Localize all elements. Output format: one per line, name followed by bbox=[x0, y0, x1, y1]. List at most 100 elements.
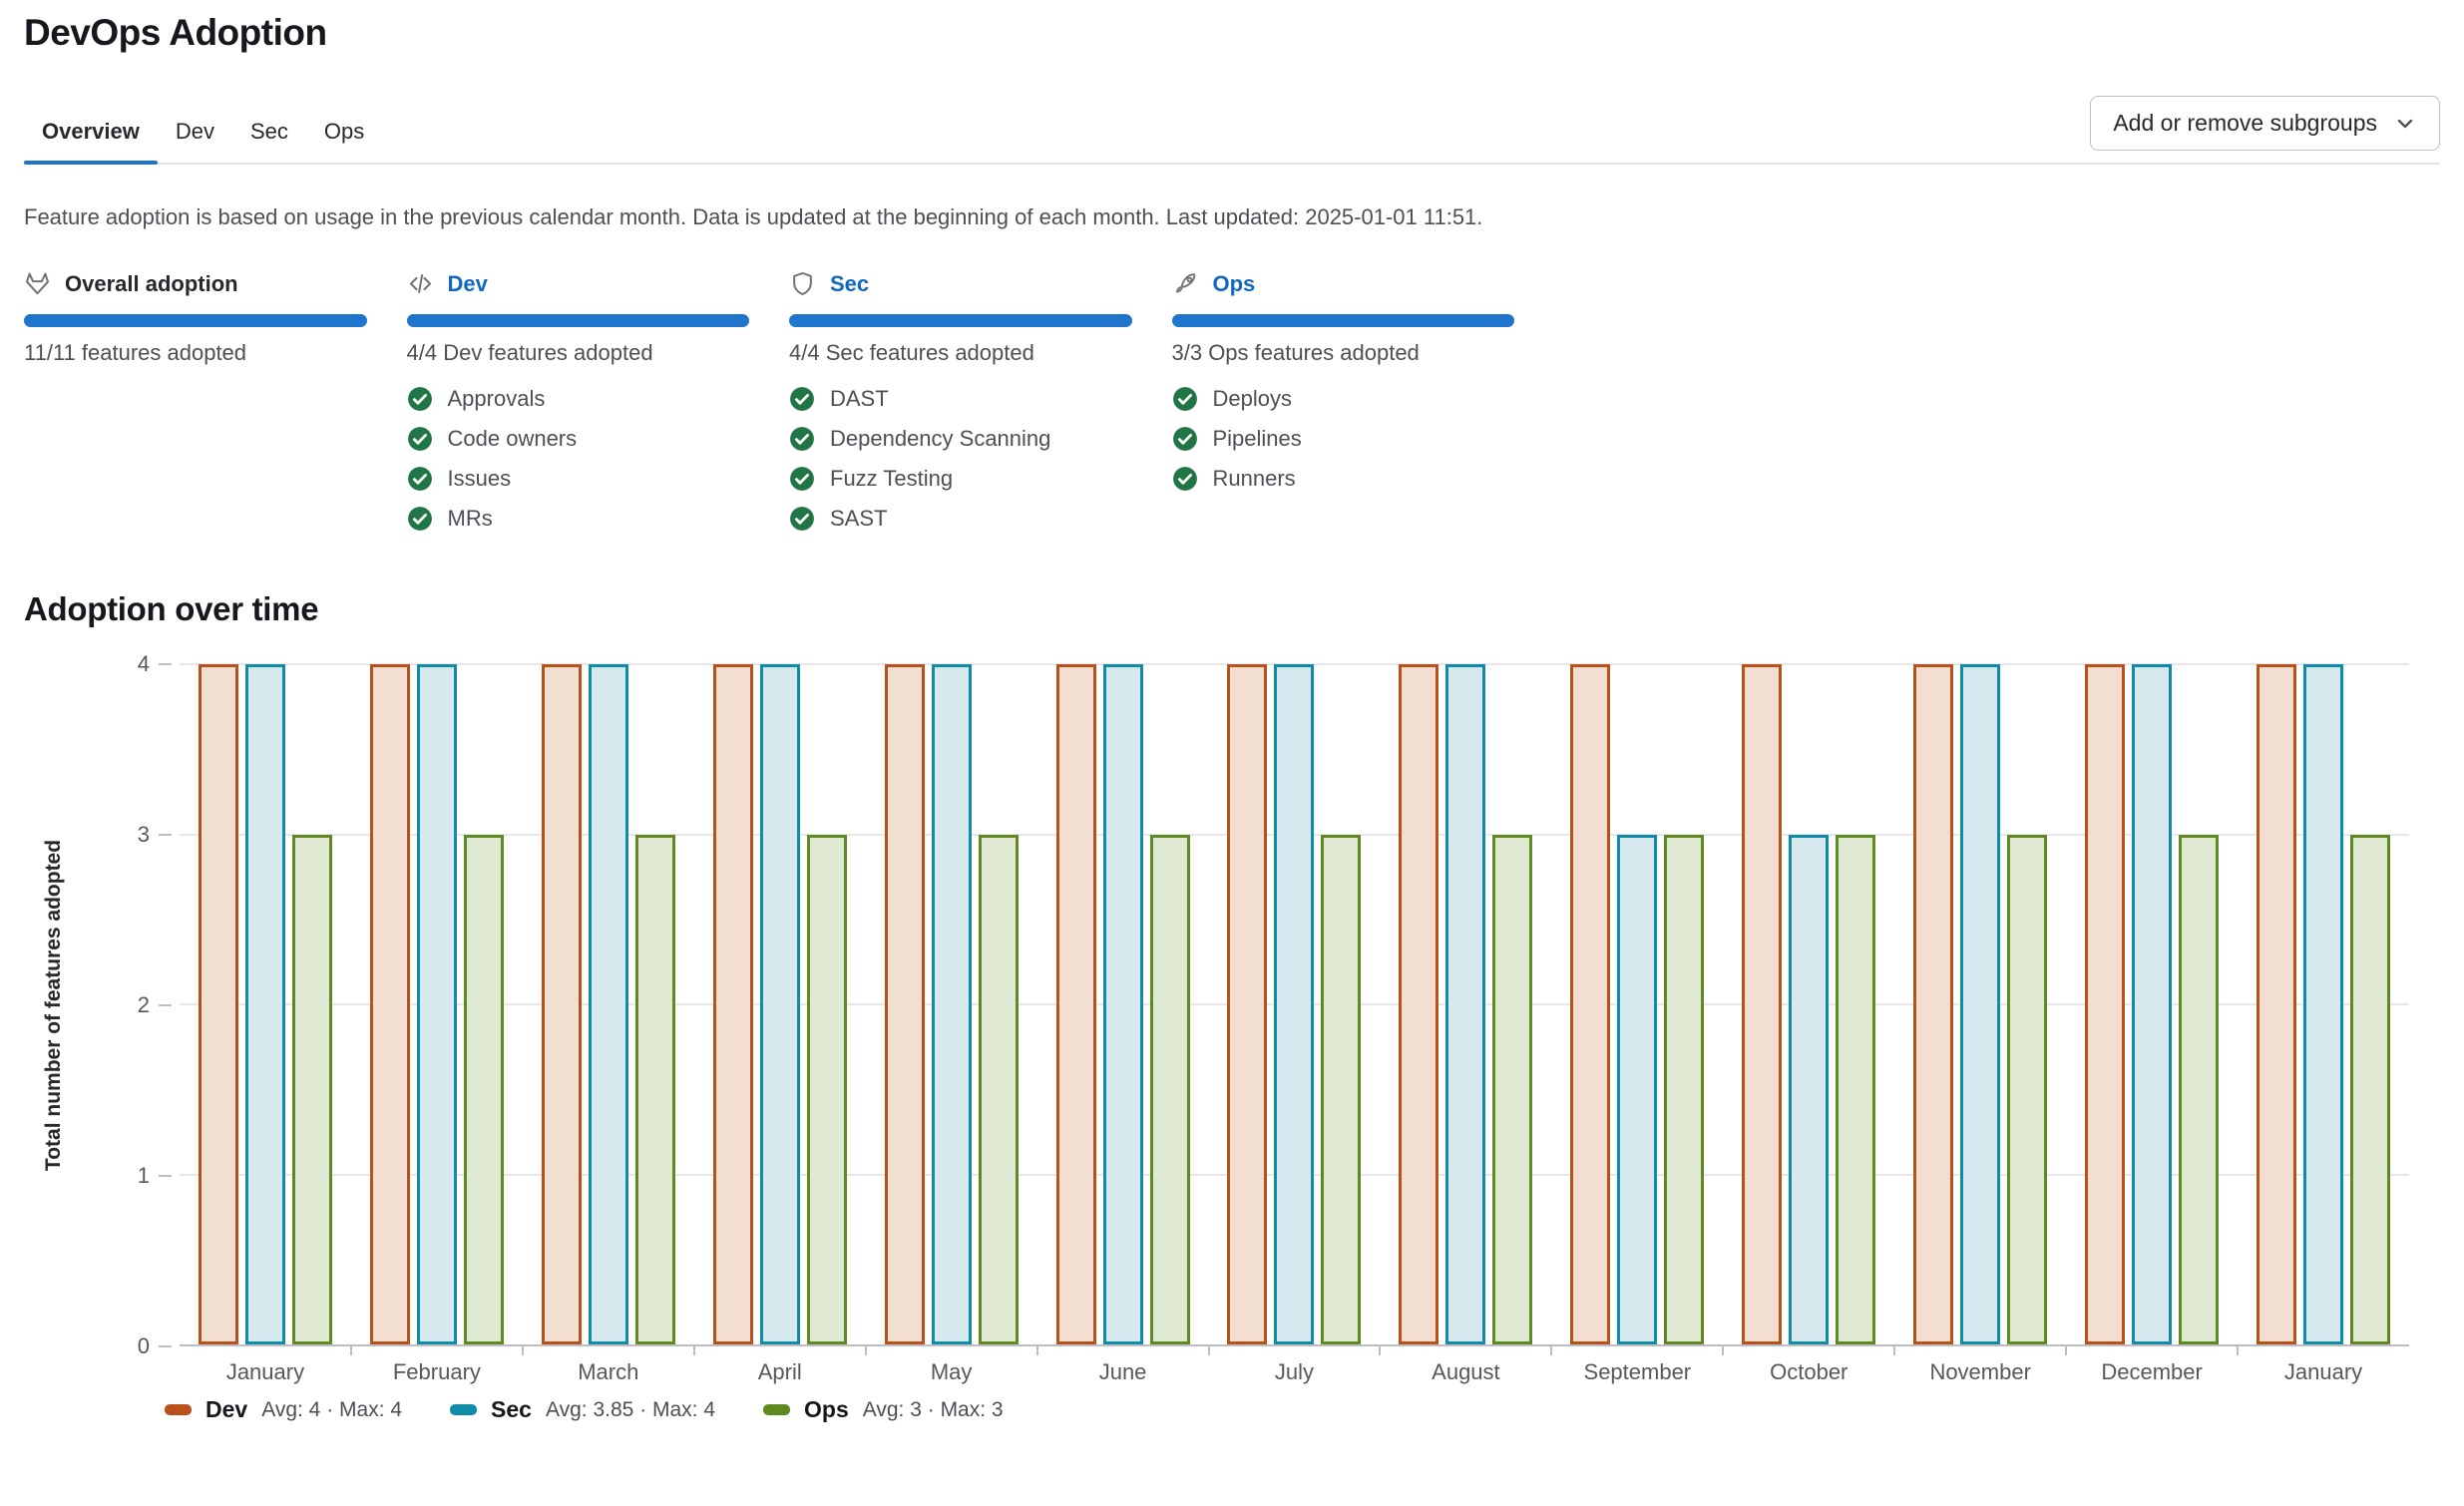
x-tick-mark bbox=[2065, 1344, 2068, 1355]
bar-group-december bbox=[2066, 664, 2238, 1344]
bar-sec bbox=[1617, 834, 1658, 1344]
add-remove-subgroups-label: Add or remove subgroups bbox=[2113, 110, 2377, 136]
bar-dev bbox=[1227, 664, 1268, 1344]
feature-label: MRs bbox=[447, 506, 493, 531]
chart-section-title: Adoption over time bbox=[24, 590, 319, 627]
check-circle-icon bbox=[407, 387, 432, 411]
bar-group-september bbox=[1551, 664, 1723, 1344]
chart-bars bbox=[180, 664, 2409, 1344]
tab-ops[interactable]: Ops bbox=[306, 103, 382, 163]
bar-ops bbox=[1836, 834, 1876, 1344]
bar-sec bbox=[931, 664, 972, 1344]
bar-dev bbox=[1913, 664, 1954, 1344]
update-info-text: Feature adoption is based on usage in th… bbox=[24, 204, 1483, 229]
x-axis-label: June bbox=[1098, 1359, 1147, 1384]
code-icon bbox=[407, 270, 434, 297]
x-axis-label: December bbox=[2101, 1359, 2203, 1384]
feature-label: Runners bbox=[1212, 466, 1296, 491]
x-axis-label: September bbox=[1583, 1359, 1692, 1384]
tab-dev[interactable]: Dev bbox=[158, 103, 232, 163]
legend-item-dev[interactable]: Dev Avg: 4 · Max: 4 bbox=[165, 1396, 402, 1423]
bar-group-march bbox=[523, 664, 694, 1344]
bar-sec bbox=[2132, 664, 2173, 1344]
adopted-count-sec: 4/4 Sec features adopted bbox=[789, 340, 1034, 365]
card-overall-adoption: Overall adoption 11/11 features adopted bbox=[24, 270, 367, 539]
check-circle-icon bbox=[407, 507, 432, 531]
add-remove-subgroups-button[interactable]: Add or remove subgroups bbox=[2090, 96, 2440, 151]
chart-plot-area bbox=[180, 663, 2409, 1355]
check-circle-icon bbox=[790, 427, 814, 451]
legend-item-ops[interactable]: Ops Avg: 3 · Max: 3 bbox=[763, 1396, 1004, 1423]
card-title-ops-link[interactable]: Ops bbox=[1212, 270, 1256, 296]
feature-item: Pipelines bbox=[1172, 419, 1515, 459]
bar-dev bbox=[198, 664, 238, 1344]
bar-group-november bbox=[1894, 664, 2066, 1344]
bar-ops bbox=[2350, 834, 2391, 1344]
x-axis-label: January bbox=[2283, 1359, 2363, 1384]
feature-list-dev: Approvals Code owners Issues MRs bbox=[407, 379, 750, 539]
legend-item-sec[interactable]: Sec Avg: 3.85 · Max: 4 bbox=[450, 1396, 715, 1423]
bar-group-january bbox=[180, 664, 351, 1344]
x-tick-mark bbox=[2237, 1344, 2240, 1355]
feature-label: Pipelines bbox=[1212, 426, 1302, 451]
bar-ops bbox=[1664, 834, 1705, 1344]
check-circle-icon bbox=[1172, 427, 1197, 451]
page-title: DevOps Adoption bbox=[24, 12, 327, 53]
x-axis-label: March bbox=[578, 1359, 639, 1384]
feature-label: Dependency Scanning bbox=[830, 426, 1051, 451]
feature-item: DAST bbox=[789, 379, 1132, 419]
progress-bar-sec bbox=[789, 314, 1132, 327]
feature-item: Fuzz Testing bbox=[789, 459, 1132, 499]
feature-item: Code owners bbox=[407, 419, 750, 459]
feature-label: DAST bbox=[830, 386, 889, 411]
feature-item: Dependency Scanning bbox=[789, 419, 1132, 459]
feature-label: Deploys bbox=[1212, 386, 1292, 411]
x-axis-label: April bbox=[757, 1359, 802, 1384]
legend-series-stats: Avg: 3.85 · Max: 4 bbox=[545, 1397, 716, 1421]
legend-series-stats: Avg: 4 · Max: 4 bbox=[261, 1397, 403, 1421]
bar-ops bbox=[1492, 834, 1533, 1344]
chevron-down-icon bbox=[2393, 112, 2417, 136]
adoption-cards: Overall adoption 11/11 features adopted … bbox=[24, 270, 1514, 539]
y-tick-label: 0 bbox=[137, 1333, 150, 1358]
legend-series-name: Dev bbox=[205, 1396, 248, 1422]
card-header: Overall adoption bbox=[24, 270, 367, 297]
tab-sec[interactable]: Sec bbox=[232, 103, 306, 163]
x-tick-mark bbox=[521, 1344, 524, 1355]
feature-list-ops: Deploys Pipelines Runners bbox=[1172, 379, 1515, 499]
x-tick-mark bbox=[864, 1344, 867, 1355]
feature-label: SAST bbox=[830, 506, 888, 531]
bar-ops bbox=[2179, 834, 2220, 1344]
tab-overview[interactable]: Overview bbox=[24, 103, 158, 165]
bar-sec bbox=[588, 664, 628, 1344]
feature-item: Deploys bbox=[1172, 379, 1515, 419]
bar-sec bbox=[759, 664, 800, 1344]
check-circle-icon bbox=[790, 507, 814, 531]
bar-dev bbox=[1742, 664, 1783, 1344]
feature-item: Issues bbox=[407, 459, 750, 499]
bar-ops bbox=[1321, 834, 1362, 1344]
feature-item: SAST bbox=[789, 499, 1132, 539]
card-title-dev-link[interactable]: Dev bbox=[447, 270, 488, 296]
bar-ops bbox=[806, 834, 847, 1344]
bar-sec bbox=[1274, 664, 1315, 1344]
legend-series-name: Ops bbox=[804, 1396, 849, 1422]
adopted-count-overall: 11/11 features adopted bbox=[24, 340, 247, 365]
x-tick-mark bbox=[1550, 1344, 1553, 1355]
x-axis-labels: January February March April May June July Augu… bbox=[180, 1359, 2409, 1385]
feature-label: Issues bbox=[447, 466, 512, 491]
rocket-icon bbox=[1172, 270, 1199, 297]
bar-dev bbox=[1570, 664, 1611, 1344]
check-circle-icon bbox=[407, 467, 432, 491]
card-title-sec-link[interactable]: Sec bbox=[830, 270, 870, 296]
x-axis-label: July bbox=[1274, 1359, 1315, 1384]
bar-sec bbox=[416, 664, 457, 1344]
legend-series-stats: Avg: 3 · Max: 3 bbox=[862, 1397, 1004, 1421]
progress-bar-ops bbox=[1171, 314, 1514, 327]
tanuki-icon bbox=[24, 270, 51, 297]
progress-bar-dev bbox=[406, 314, 749, 327]
x-tick-mark bbox=[349, 1344, 352, 1355]
y-tick-mark bbox=[159, 1345, 172, 1347]
adopted-count-ops: 3/3 Ops features adopted bbox=[1171, 340, 1420, 365]
bar-ops bbox=[291, 834, 332, 1344]
